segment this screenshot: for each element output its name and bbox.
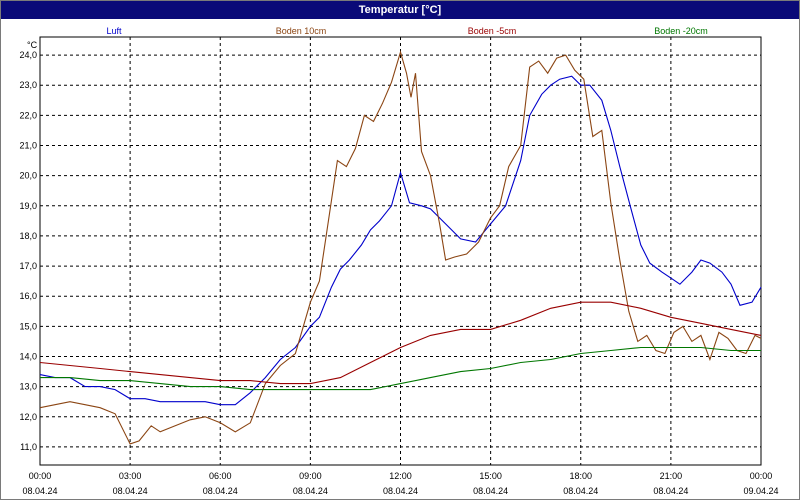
y-axis-unit-label: °C — [27, 40, 38, 50]
x-axis-ticks: 00:00 08.04.24 03:00 08.04.24 06:00 08.04.24 0… — [22, 471, 778, 496]
legend-entry: Boden 10cm — [276, 26, 327, 36]
x-tick-time-label: 03:00 — [119, 471, 142, 481]
x-tick-time-label: 15:00 — [479, 471, 502, 481]
y-axis-ticks: 11,0 12,0 13,0 14,0 15,0 16,0 17,0 18,0 19,0 20,0… — [19, 50, 37, 452]
x-tick-time-label: 12:00 — [389, 471, 412, 481]
grid-lines — [40, 37, 761, 465]
x-tick-date-label: 08.04.24 — [563, 486, 598, 496]
legend-entry: Boden -5cm — [468, 26, 517, 36]
legend-entry: Boden -20cm — [654, 26, 708, 36]
x-tick-date-label: 08.04.24 — [113, 486, 148, 496]
chart-title: Temperatur [°C] — [1, 1, 799, 19]
x-tick-time-label: 00:00 — [29, 471, 52, 481]
x-tick-date-label: 08.04.24 — [203, 486, 238, 496]
y-tick-label: 15,0 — [19, 321, 37, 331]
series-line-3 — [40, 346, 761, 391]
plot-area — [39, 36, 762, 466]
y-tick-label: 21,0 — [19, 141, 37, 151]
y-tick-label: 23,0 — [19, 80, 37, 90]
legend: Luft Boden 10cm Boden -5cm Boden -20cm — [106, 26, 707, 36]
y-tick-label: 17,0 — [19, 261, 37, 271]
x-tick-date-label: 08.04.24 — [293, 486, 328, 496]
y-tick-label: 14,0 — [19, 351, 37, 361]
y-tick-label: 19,0 — [19, 201, 37, 211]
x-tick-time-label: 09:00 — [299, 471, 322, 481]
y-tick-label: 13,0 — [19, 382, 37, 392]
legend-entry: Luft — [106, 26, 122, 36]
series-lines — [39, 50, 762, 445]
x-tick-time-label: 06:00 — [209, 471, 232, 481]
x-tick-date-label: 08.04.24 — [653, 486, 688, 496]
y-tick-label: 18,0 — [19, 231, 37, 241]
series-line-1 — [39, 50, 762, 445]
y-tick-label: 20,0 — [19, 171, 37, 181]
series-line-0 — [39, 75, 762, 406]
x-tick-time-label: 18:00 — [569, 471, 592, 481]
x-tick-date-label: 08.04.24 — [22, 486, 57, 496]
x-tick-date-label: 08.04.24 — [473, 486, 508, 496]
y-tick-label: 12,0 — [19, 412, 37, 422]
x-tick-date-label: 08.04.24 — [383, 486, 418, 496]
y-tick-label: 24,0 — [19, 50, 37, 60]
y-tick-label: 16,0 — [19, 291, 37, 301]
y-tick-label: 11,0 — [20, 442, 37, 452]
series-line-2 — [39, 301, 762, 385]
x-tick-time-label: 00:00 — [750, 471, 773, 481]
x-tick-time-label: 21:00 — [660, 471, 683, 481]
y-tick-label: 22,0 — [19, 110, 37, 120]
x-tick-date-label: 09.04.24 — [743, 486, 778, 496]
